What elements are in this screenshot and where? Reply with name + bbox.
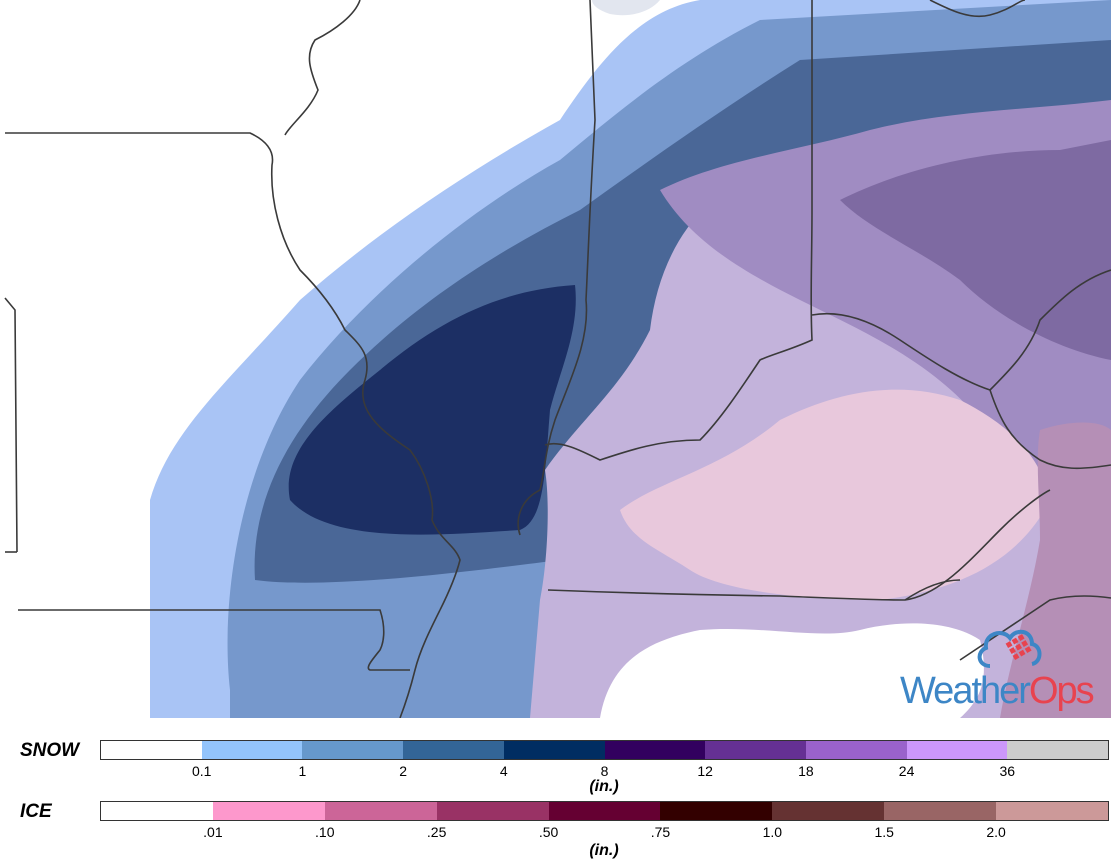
weatherops-logo: WeatherOps (900, 618, 1108, 718)
snow-color-cell (201, 741, 303, 759)
ice-color-cell (996, 802, 1109, 820)
snow-tick-label: 24 (898, 763, 915, 779)
ice-tick-label: .75 (650, 824, 671, 840)
snow-tick-label: 1 (298, 763, 307, 779)
snow-unit-label: (in.) (589, 778, 619, 795)
ice-color-cell (772, 802, 885, 820)
snow-color-cell (503, 741, 605, 759)
precipitation-map (4, 0, 1111, 718)
snow-tick-label: 0.1 (191, 763, 212, 779)
ice-tick-label: .01 (203, 824, 223, 840)
snow-color-bar (100, 740, 1109, 760)
snow-color-cell (101, 741, 202, 759)
snow-color-cell (805, 741, 907, 759)
ice-color-cell (212, 802, 325, 820)
snow-legend-label: SNOW (20, 740, 80, 761)
ice-color-cell (660, 802, 773, 820)
snow-4in-region (288, 285, 576, 535)
snow-tick-label: 18 (798, 763, 814, 779)
ice-color-cell (884, 802, 997, 820)
ice-tick-label: 1.0 (762, 824, 783, 840)
ice-legend: ICE .01 .10 .25 .50 .75 1.0 1.5 2.0 (in.) (0, 800, 1111, 864)
ice-legend-label: ICE (20, 801, 52, 822)
snow-color-cell (906, 741, 1008, 759)
cloud-grid-icon (977, 629, 1042, 668)
ice-unit-label: (in.) (589, 842, 619, 859)
snow-tick-label: 8 (600, 763, 609, 779)
ice-color-cell (101, 802, 213, 820)
ice-tick-label: .10 (315, 824, 335, 840)
ice-tick-label: 1.5 (874, 824, 894, 840)
ice-light-region (620, 389, 1050, 600)
ice-tick-label: 2.0 (986, 824, 1006, 840)
ice-color-cell (324, 802, 437, 820)
logo-wordmark: WeatherOps (900, 670, 1095, 712)
snow-tick-label: 36 (999, 763, 1016, 779)
ice-tick-label: .50 (538, 824, 559, 840)
snow-tick-label: 2 (399, 763, 407, 779)
snow-tick-label: 4 (499, 763, 508, 779)
mix-dark-region (840, 140, 1111, 360)
snow-color-cell (403, 741, 504, 759)
ice-color-cell (436, 802, 549, 820)
ice-color-bar (100, 801, 1109, 821)
snow-tick-label: 12 (697, 763, 713, 779)
ice-color-cell (548, 802, 661, 820)
snow-color-cell (705, 741, 806, 759)
snow-legend: SNOW 0.1 1 2 4 8 12 18 24 36 (in.) (0, 730, 1111, 800)
snow-color-cell (1007, 741, 1109, 759)
lake-region (592, 0, 660, 16)
snow-color-cell (604, 741, 706, 759)
ice-tick-label: .25 (426, 824, 447, 840)
state-borders (4, 0, 1111, 718)
no-precip-south (600, 623, 984, 718)
snow-color-cell (302, 741, 404, 759)
